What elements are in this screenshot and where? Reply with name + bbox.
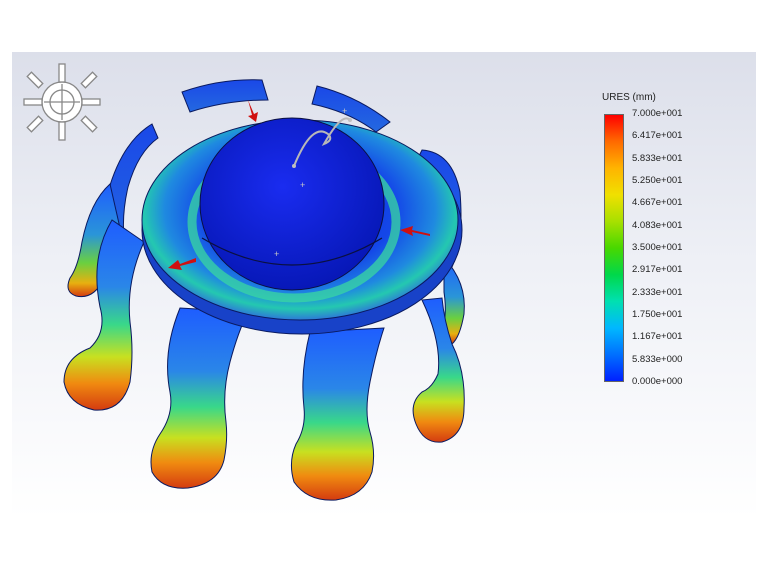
dome-base	[201, 237, 383, 266]
legend-label: 2.917e+001	[632, 264, 683, 276]
dome	[199, 117, 385, 291]
legend-title: URES (mm)	[602, 92, 656, 103]
legend-label: 7.000e+001	[632, 108, 683, 119]
legend-label: 6.417e+001	[632, 130, 683, 142]
legend-label: 1.167e+001	[632, 331, 683, 343]
legend-label: 5.833e+001	[632, 152, 683, 164]
legend-label: 1.750e+001	[632, 309, 683, 320]
leg-front-center	[290, 327, 385, 501]
fea-model-view[interactable]: + + +	[12, 52, 756, 518]
svg-text:+: +	[342, 106, 347, 116]
legend-label: 5.833e+000	[632, 353, 683, 365]
legend-label: 5.250e+001	[632, 175, 683, 186]
load-arrow	[400, 226, 430, 236]
load-arrow	[168, 258, 196, 270]
sketch-curve	[293, 117, 351, 167]
legend-label: 2.333e+001	[632, 286, 683, 298]
legend-label: 3.500e+001	[632, 242, 683, 253]
back-leg	[181, 79, 269, 113]
back-leg	[311, 85, 391, 133]
legend-label: 4.083e+001	[632, 219, 683, 231]
leg-front-left	[150, 307, 249, 489]
color-legend: URES (mm) 7.000e+001 6.417e+001 5.833e+001…	[602, 92, 742, 402]
svg-text:+: +	[300, 180, 305, 190]
svg-text:+: +	[274, 249, 279, 259]
graphics-viewport[interactable]: + + + URES (mm)	[12, 52, 756, 518]
legend-label: 4.667e+001	[632, 197, 683, 209]
orientation-triad-icon[interactable]	[18, 58, 106, 146]
legend-color-bar	[604, 114, 624, 382]
leg-right	[412, 297, 465, 443]
leg-left	[63, 219, 145, 411]
load-arrow	[248, 100, 258, 122]
legend-label: 0.000e+000	[632, 376, 683, 387]
